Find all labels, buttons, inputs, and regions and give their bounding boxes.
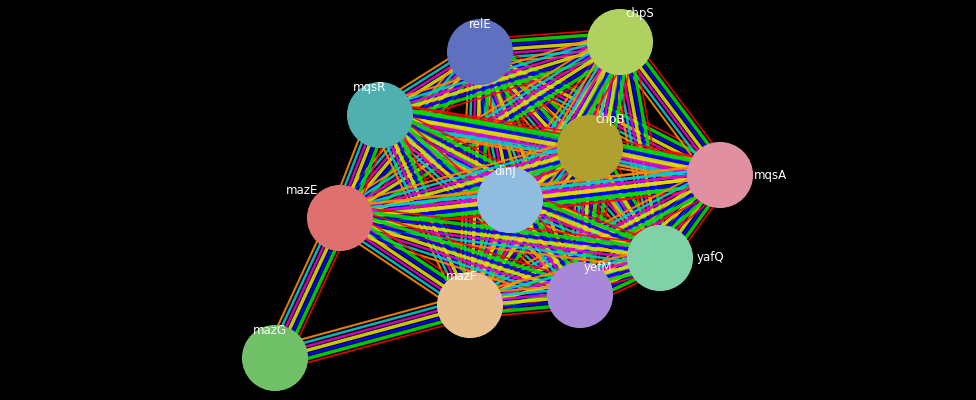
Text: mazF: mazF <box>446 270 478 284</box>
Text: mqsR: mqsR <box>353 80 386 94</box>
Circle shape <box>308 186 372 250</box>
Circle shape <box>348 83 412 147</box>
Text: chpB: chpB <box>595 114 625 126</box>
Circle shape <box>588 10 652 74</box>
Text: yafQ: yafQ <box>696 252 724 264</box>
Text: mqsA: mqsA <box>753 168 787 182</box>
Text: mazE: mazE <box>286 184 318 196</box>
Circle shape <box>448 20 512 84</box>
Text: dinJ: dinJ <box>494 166 516 178</box>
Circle shape <box>628 226 692 290</box>
Circle shape <box>243 326 307 390</box>
Circle shape <box>478 168 542 232</box>
Text: relE: relE <box>468 18 491 30</box>
Circle shape <box>548 263 612 327</box>
Text: mazG: mazG <box>253 324 287 336</box>
Text: yefM: yefM <box>584 260 612 274</box>
Text: chpS: chpS <box>626 8 654 20</box>
Circle shape <box>438 273 502 337</box>
Circle shape <box>558 116 622 180</box>
Circle shape <box>688 143 752 207</box>
